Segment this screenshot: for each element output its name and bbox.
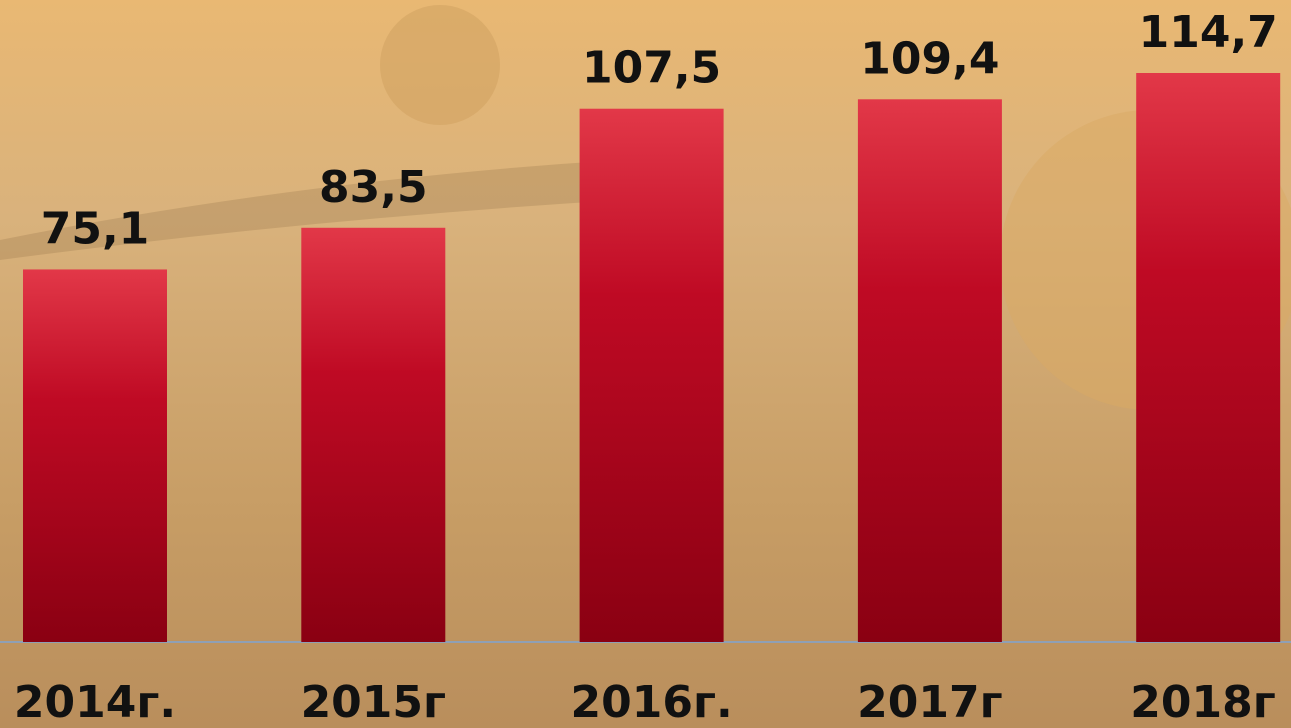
- x-tick-label: 2016г.: [571, 677, 733, 728]
- bar: [579, 108, 724, 642]
- hay-bale: [380, 5, 500, 125]
- value-label: 114,7: [1139, 7, 1278, 58]
- value-label: 83,5: [319, 162, 428, 213]
- bar: [1136, 73, 1281, 642]
- x-tick-label: 2017г: [857, 677, 1002, 728]
- value-label: 107,5: [582, 43, 721, 94]
- value-label: 75,1: [41, 203, 150, 254]
- bar: [301, 227, 446, 642]
- bar: [857, 99, 1002, 643]
- value-label: 109,4: [860, 33, 999, 84]
- x-tick-label: 2014г.: [14, 677, 176, 728]
- x-tick-label: 2018г: [1130, 677, 1275, 728]
- x-tick-label: 2015г: [301, 677, 446, 728]
- shadow: [0, 160, 620, 260]
- bar: [23, 269, 167, 642]
